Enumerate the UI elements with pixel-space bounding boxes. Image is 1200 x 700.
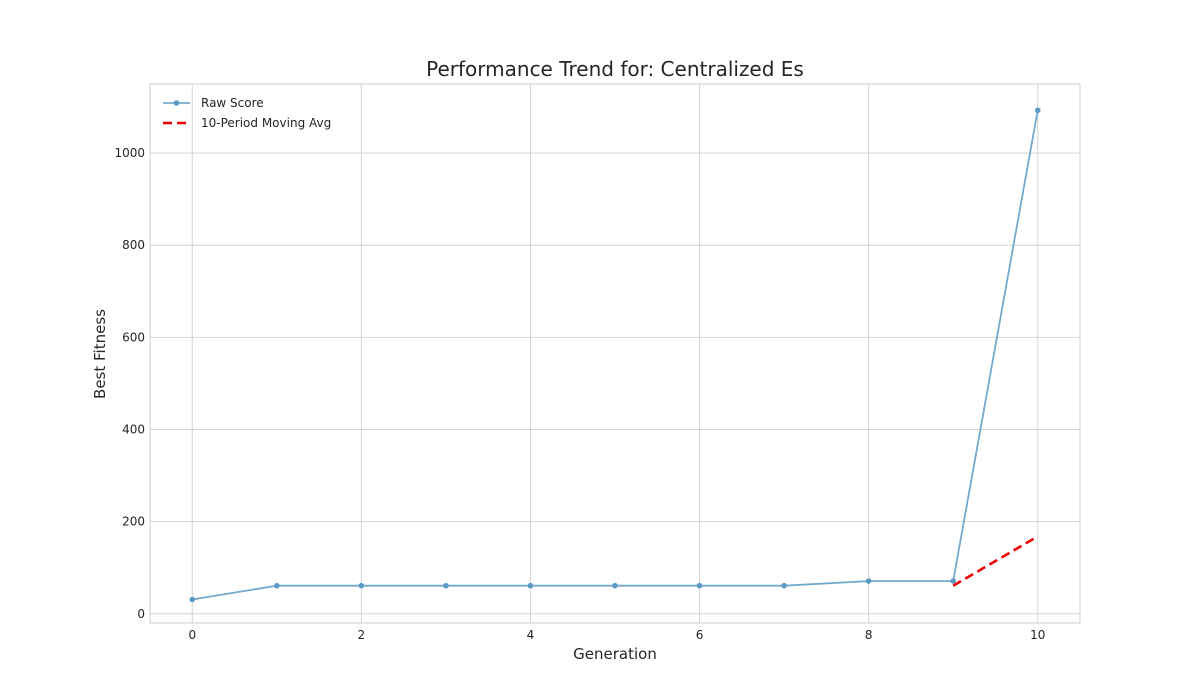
tick-labels: 0 2 4 6 8 10 0 200 400 600 800 1000	[114, 146, 1045, 642]
plot-frame	[149, 83, 1081, 624]
grid	[150, 84, 1080, 623]
x-tick-label: 6	[696, 628, 704, 642]
series-line-1	[952, 535, 1039, 587]
x-tick-label: 8	[865, 628, 873, 642]
data-point	[612, 582, 618, 589]
y-tick-label: 800	[122, 238, 145, 252]
y-tick-label: 400	[122, 423, 145, 437]
legend-marker	[173, 100, 180, 106]
x-tick-label: 10	[1030, 628, 1045, 642]
y-tick-label: 600	[122, 330, 145, 344]
chart-title: Performance Trend for: Centralized Es	[426, 57, 804, 81]
y-tick-label: 0	[137, 607, 145, 621]
data-point	[274, 582, 280, 589]
data-point	[443, 582, 449, 589]
data-point	[189, 596, 196, 603]
y-axis-label: Best Fitness	[91, 309, 109, 399]
legend-label-1: 10-Period Moving Avg	[201, 116, 331, 130]
x-tick-label: 4	[527, 628, 535, 642]
legend: Raw Score 10-Period Moving Avg	[163, 96, 331, 130]
y-tick-label: 1000	[114, 146, 145, 160]
legend-label-0: Raw Score	[201, 96, 264, 110]
y-tick-label: 200	[122, 515, 145, 529]
data-point	[1034, 107, 1041, 114]
x-tick-label: 0	[188, 628, 196, 642]
x-axis-label: Generation	[573, 645, 657, 663]
x-tick-label: 2	[358, 628, 366, 642]
data-point	[865, 578, 872, 584]
data-point	[696, 582, 703, 589]
data-point	[950, 578, 956, 584]
series-layer	[189, 107, 1041, 603]
data-point	[527, 582, 534, 589]
data-point	[358, 582, 365, 589]
data-point	[781, 582, 787, 589]
